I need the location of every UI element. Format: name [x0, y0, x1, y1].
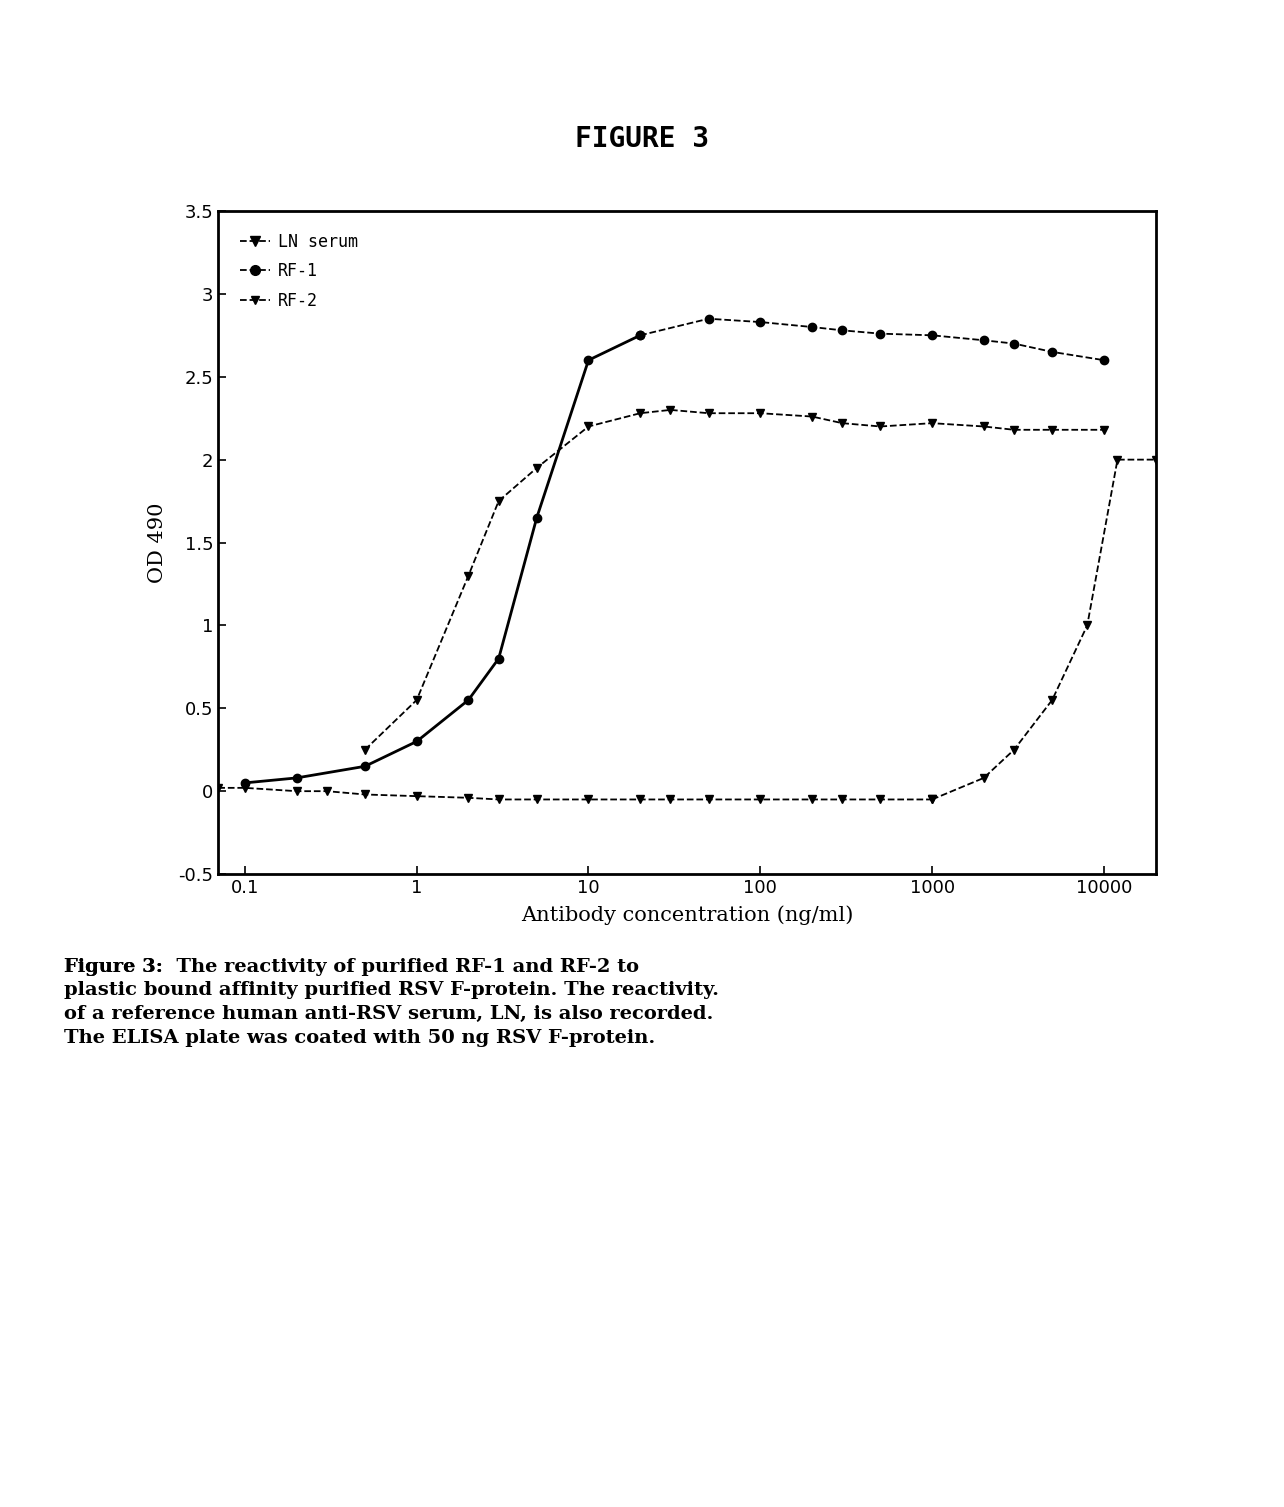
Text: Figure 3:: Figure 3:	[64, 958, 163, 977]
Text: FIGURE 3: FIGURE 3	[575, 125, 709, 152]
Text: Figure 3:  The reactivity of purified RF-1 and RF-2 to
plastic bound affinity pu: Figure 3: The reactivity of purified RF-…	[64, 958, 719, 1047]
Y-axis label: OD 490: OD 490	[149, 502, 167, 583]
X-axis label: Antibody concentration (ng/ml): Antibody concentration (ng/ml)	[521, 906, 853, 925]
Legend: LN serum, RF-1, RF-2: LN serum, RF-1, RF-2	[226, 220, 371, 324]
